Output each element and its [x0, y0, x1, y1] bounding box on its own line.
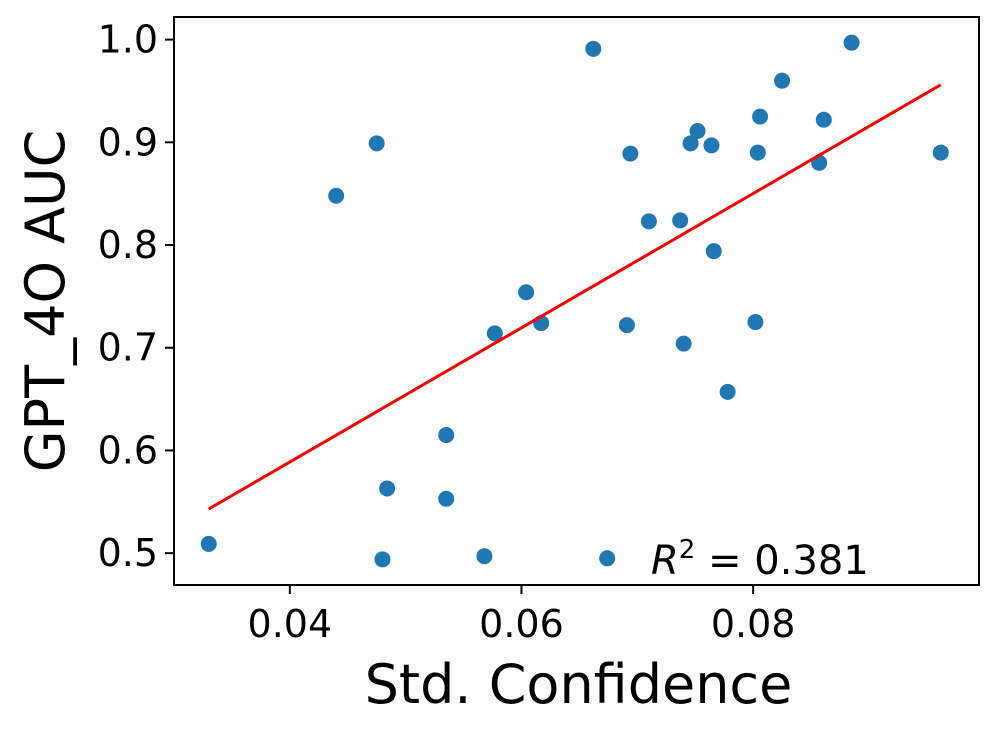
scatter-points [200, 34, 949, 568]
data-point [672, 212, 689, 229]
y-axis-title: GPT_4O AUC [14, 130, 77, 473]
r-squared-symbol: R [651, 538, 679, 584]
data-point [752, 108, 769, 125]
data-point [689, 123, 706, 140]
data-point [682, 135, 699, 152]
y-axis-ticks: 0.5 0.6 0.7 0.8 0.9 1.0 [98, 18, 174, 575]
y-tick-label: 1.0 [98, 18, 158, 62]
data-point [675, 335, 692, 352]
y-tick-label: 0.7 [98, 326, 158, 370]
data-point [599, 550, 616, 567]
data-point [749, 144, 766, 161]
y-tick-label: 0.8 [98, 223, 158, 267]
data-point [476, 548, 493, 565]
data-point [374, 551, 391, 568]
data-point [486, 325, 503, 342]
data-point [518, 284, 535, 301]
data-point [774, 72, 791, 89]
data-point [200, 535, 217, 552]
data-point [703, 137, 720, 154]
data-point [368, 135, 385, 152]
x-tick-label: 0.08 [711, 602, 796, 646]
y-tick-label: 0.9 [98, 120, 158, 164]
plot-frame [173, 16, 980, 586]
data-point [843, 34, 860, 51]
data-point [719, 383, 736, 400]
data-point [328, 187, 345, 204]
data-point [622, 145, 639, 162]
r-squared-value: = 0.381 [695, 538, 868, 584]
data-point [438, 490, 455, 507]
x-tick-label: 0.06 [479, 602, 564, 646]
regression-line [207, 83, 942, 511]
data-point [815, 111, 832, 128]
y-tick-label: 0.5 [98, 531, 158, 575]
data-point [379, 480, 396, 497]
data-point [585, 40, 602, 57]
data-point [640, 213, 657, 230]
y-tick-label: 0.6 [98, 428, 158, 472]
x-axis-ticks: 0.04 0.06 0.08 [248, 585, 796, 646]
x-tick-label: 0.04 [248, 602, 333, 646]
r-squared-annotation: R2 = 0.381 [651, 535, 869, 584]
data-point [705, 243, 722, 260]
data-point [932, 144, 949, 161]
data-point [747, 314, 764, 331]
data-point [618, 317, 635, 334]
data-point [438, 427, 455, 444]
r-squared-exponent: 2 [679, 535, 696, 565]
x-axis-title: Std. Confidence [365, 653, 793, 716]
